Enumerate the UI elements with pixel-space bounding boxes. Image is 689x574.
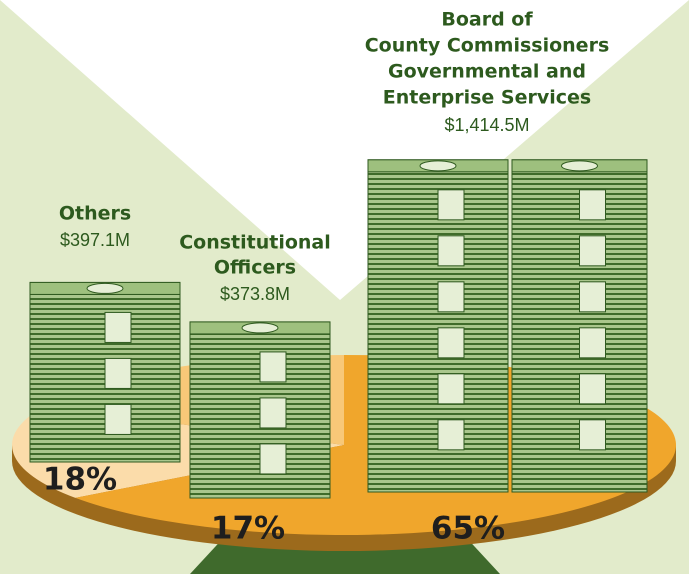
bill-band (438, 328, 464, 358)
bill-seal (87, 283, 123, 293)
bill-band (580, 420, 606, 450)
bill-seal (562, 161, 598, 171)
bill-band (580, 374, 606, 404)
bill-band (105, 358, 131, 388)
amount-label: $1,414.5M (444, 115, 529, 135)
bill-band (105, 312, 131, 342)
bill-band (580, 236, 606, 266)
bill-band (438, 190, 464, 220)
bill-band (438, 420, 464, 450)
category-label: Enterprise Services (383, 87, 591, 109)
bill-seal (242, 323, 278, 333)
percent-label: 65% (431, 511, 505, 547)
bill-band (260, 444, 286, 474)
bill-band (260, 398, 286, 428)
category-label: Constitutional (179, 232, 331, 254)
percent-label: 18% (43, 462, 117, 498)
percent-label: 17% (211, 511, 285, 547)
category-label: Governmental and (388, 61, 586, 83)
amount-label: $373.8M (220, 284, 290, 304)
bill-band (105, 404, 131, 434)
bill-band (580, 190, 606, 220)
bill-band (438, 236, 464, 266)
category-label: County Commissioners (365, 35, 610, 57)
bill-band (260, 352, 286, 382)
category-label: Board of (441, 9, 533, 31)
bill-band (580, 328, 606, 358)
bill-band (580, 282, 606, 312)
category-label: Others (59, 203, 131, 225)
infographic: Others $397.1M Constitutional Officers $373.… (0, 0, 689, 574)
bill-seal (420, 161, 456, 171)
bill-band (438, 282, 464, 312)
category-label: Officers (214, 257, 296, 279)
amount-label: $397.1M (60, 230, 130, 250)
bill-band (438, 374, 464, 404)
